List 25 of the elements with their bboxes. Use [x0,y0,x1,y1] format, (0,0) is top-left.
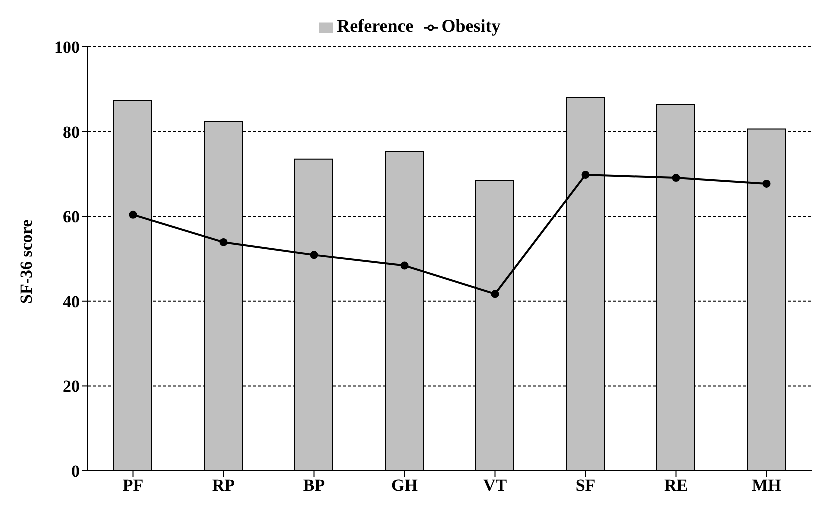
y-tick-label: 0 [72,462,80,482]
point [220,238,228,246]
x-tick-label: VT [483,476,508,496]
x-tick-label: MH [752,476,782,496]
point [129,210,138,219]
x-tick-label: GH [392,476,418,496]
point [400,262,409,270]
legend-label: Obesity [442,16,501,36]
point [491,290,500,298]
x-tick-label: PF [122,476,144,496]
x-tick-label: RE [664,476,688,496]
point [310,251,318,260]
y-axis-title: SF-36 score [17,219,36,304]
point [762,180,771,188]
y-tick-label: 100 [54,38,80,58]
legend-label: Reference [337,16,414,36]
y-tick-label: 20 [63,377,80,396]
y-tick-label: 80 [63,122,80,142]
point [582,171,590,180]
y-tick-label: 60 [63,208,80,227]
x-tick-label: BP [303,476,326,496]
x-tick-label: RP [212,476,236,496]
y-tick-label: 40 [63,292,80,312]
point [672,174,680,182]
x-tick-label: SF [576,476,596,496]
